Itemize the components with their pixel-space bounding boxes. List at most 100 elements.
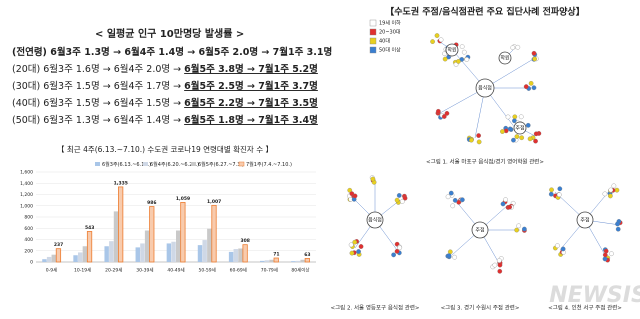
network-node <box>549 187 554 193</box>
incidence-row: (30대) 6월3주 1.5명 → 6월4주 1.7명 → 6월5주 2.5명 … <box>12 80 318 92</box>
network-node <box>515 44 521 50</box>
network-node <box>394 197 400 203</box>
value-label: 986 <box>147 200 156 206</box>
network-title: 【수도권 주점/음식점관련 주요 집단사례 전파양상】 <box>385 6 584 18</box>
bar <box>149 206 155 263</box>
bar <box>228 251 234 262</box>
bar <box>238 248 243 262</box>
legend-label: 50대 이상 <box>379 47 401 54</box>
network-node <box>555 243 560 249</box>
network-node <box>442 56 448 62</box>
network-node <box>460 197 465 203</box>
value-label: 308 <box>241 238 250 244</box>
network-node <box>533 138 538 144</box>
x-tick-label: 40-49세 <box>167 267 184 274</box>
bar <box>264 260 270 262</box>
incidence-row: (40대) 6월3주 1.5명 → 6월4주 1.5명 → 6월5주 2.2명 … <box>12 97 318 109</box>
network-node <box>356 249 361 254</box>
network-node <box>511 137 516 143</box>
bar <box>113 211 119 262</box>
network-node <box>402 195 408 201</box>
legend-swatch <box>143 162 148 166</box>
network-node <box>514 134 520 139</box>
network-node <box>602 256 608 262</box>
bar <box>104 246 109 262</box>
chart-title: 【 최근 4주(6.13.~7.10.) 수도권 코로나19 연령대별 확진자 … <box>57 144 273 154</box>
bar <box>207 228 212 262</box>
y-tick-label: 200 <box>24 248 33 254</box>
network-node <box>602 191 608 197</box>
bar <box>197 245 203 262</box>
network-node <box>446 253 452 259</box>
bar <box>42 259 47 262</box>
network-node <box>497 262 503 268</box>
y-tick-label: 1,600 <box>20 170 33 176</box>
y-tick-label: 0 <box>30 260 33 266</box>
network-hub-label: 주점 <box>580 217 589 224</box>
incidence-row: (전연령) 6월3주 1.3명 → 6월4주 1.4명 → 6월5주 2.0명 … <box>12 46 332 58</box>
incidence-highlight: 6월5주 1.8명 → 7월1주 3.4명 <box>184 114 318 126</box>
network-node <box>459 44 465 49</box>
network-node <box>445 194 451 200</box>
bar <box>176 230 181 262</box>
incidence-highlight: 6월5주 3.8명 → 7월1주 5.2명 <box>184 63 318 75</box>
legend-swatch <box>369 19 377 27</box>
value-label: 1,007 <box>207 199 221 205</box>
network-node <box>464 57 470 62</box>
network-node <box>352 193 358 199</box>
network-hub <box>445 43 459 57</box>
incidence-text: (20대) 6월3주 1.6명 → 6월4주 2.0명 → <box>12 63 184 75</box>
network-node <box>527 136 533 142</box>
x-tick-label: 30-39세 <box>136 267 153 274</box>
network-hub <box>366 211 384 229</box>
network-node <box>505 114 511 120</box>
network-node <box>557 186 563 192</box>
bar <box>260 260 265 262</box>
network-node <box>500 129 505 134</box>
network-hub <box>513 121 527 135</box>
network-hub-label: 음식점 <box>478 85 492 92</box>
bar <box>55 248 62 263</box>
network-node <box>496 258 502 263</box>
bar <box>135 247 140 262</box>
legend-swatch <box>238 161 245 167</box>
network-node <box>532 56 538 62</box>
x-tick-label: 70-79세 <box>261 267 278 274</box>
bar <box>78 252 83 262</box>
network-node <box>611 183 617 189</box>
legend-label: 20~30대 <box>379 29 401 36</box>
legend-swatch <box>369 37 377 45</box>
figure-caption: <그림 3. 경기 수원시 주점 관련> <box>441 304 520 312</box>
network-node <box>609 251 614 257</box>
network-hub <box>471 221 489 239</box>
network-edge <box>484 57 536 89</box>
network-hub-label: 학원 <box>447 47 457 54</box>
network-node <box>514 227 520 233</box>
bar <box>171 241 176 262</box>
x-tick-label: 50-59세 <box>199 267 216 274</box>
network-node <box>476 139 482 145</box>
network-node <box>602 252 608 258</box>
network-node <box>358 244 364 249</box>
value-label: 63 <box>304 252 310 258</box>
network-hub-label: 주점 <box>475 227 484 234</box>
bar <box>300 259 305 262</box>
bar <box>118 186 124 263</box>
network-hub-label: 음식점 <box>368 217 382 224</box>
y-tick-label: 1,200 <box>20 192 33 198</box>
network-node <box>349 250 355 256</box>
network-node <box>349 191 355 197</box>
bar <box>233 249 238 262</box>
legend-label: 6월4주(6.20.~6.26.) <box>150 161 199 168</box>
legend-label: 6월5주(6.27.~7.3.) <box>198 161 244 168</box>
incidence-highlight: 6월5주 2.2명 → 7월1주 3.5명 <box>184 97 318 109</box>
network-node <box>608 193 613 199</box>
bar <box>273 257 279 263</box>
network-node <box>614 187 620 193</box>
network-node <box>438 37 444 43</box>
x-tick-label: 10-19세 <box>74 267 91 274</box>
network-node <box>456 59 461 64</box>
network-node <box>435 108 441 114</box>
bar <box>211 204 217 263</box>
incidence-text: (전연령) 6월3주 1.3명 → 6월4주 1.4명 → 6월5주 2.0명 … <box>12 46 332 58</box>
